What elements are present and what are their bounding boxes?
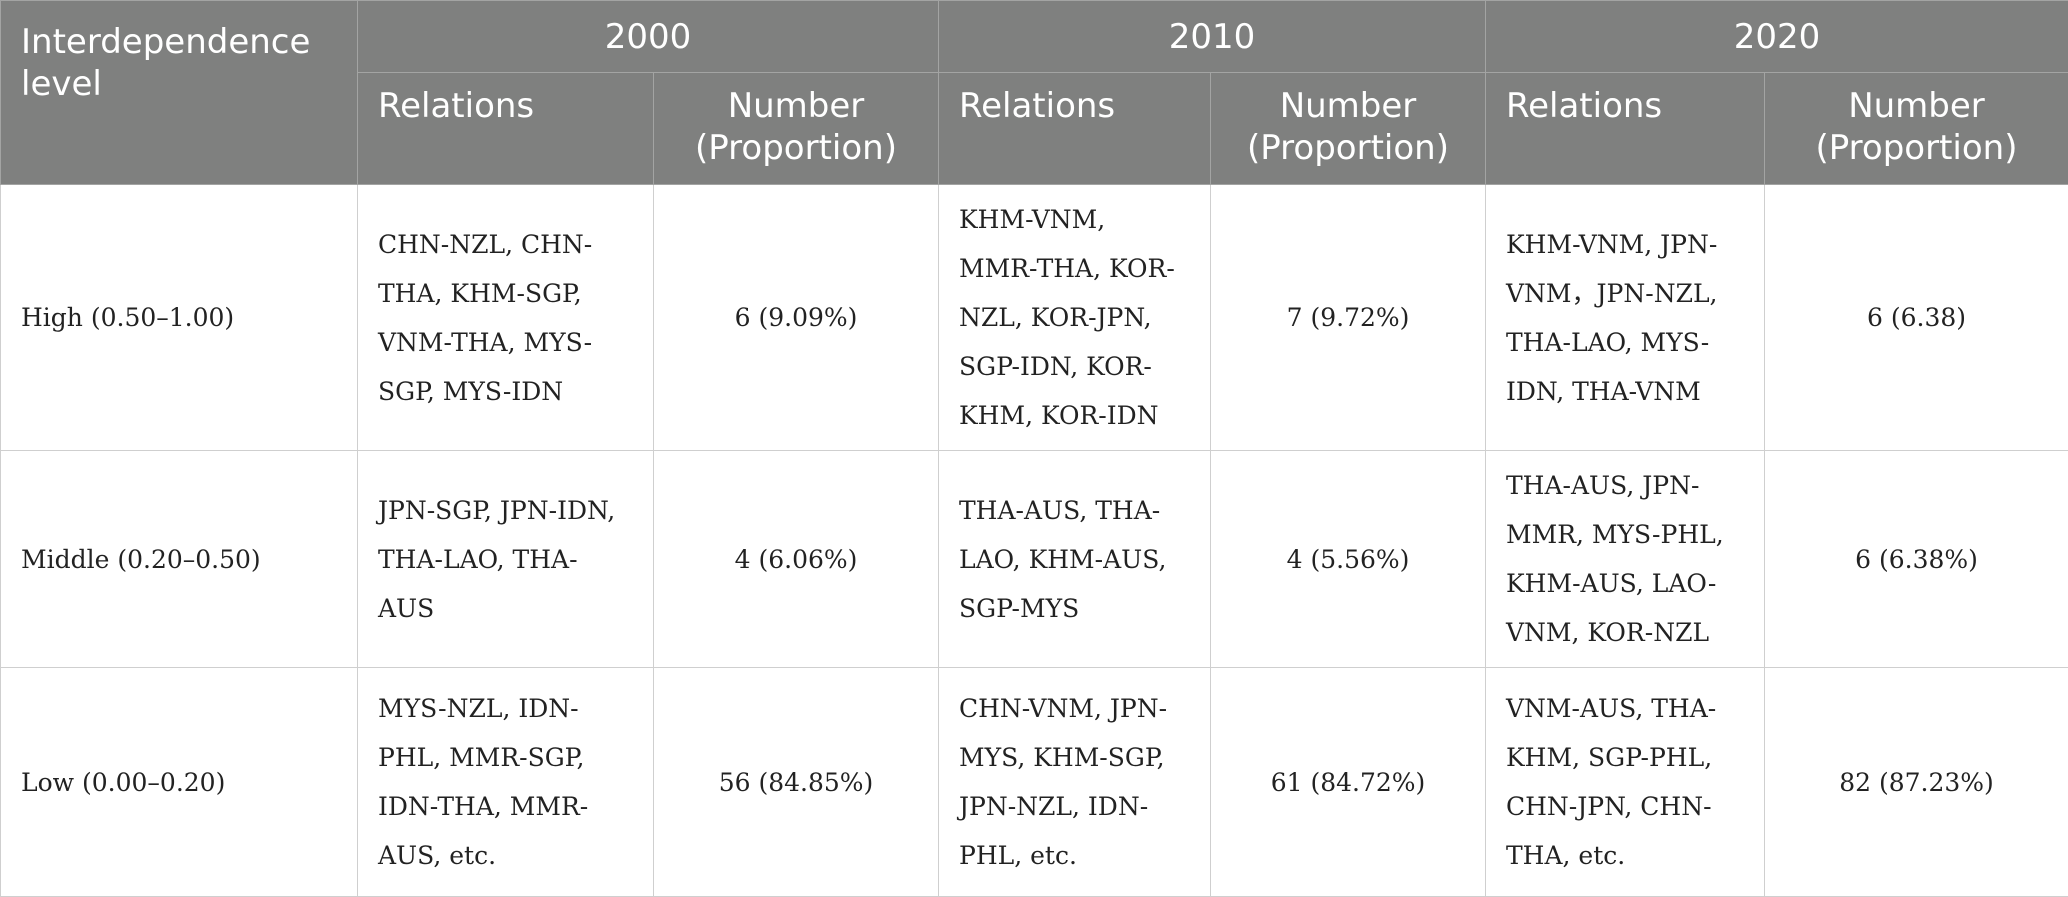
relations-line: SGP-MYS [959,584,1190,633]
relations-cell-2010: THA-AUS, THA- LAO, KHM-AUS, SGP-MYS [939,451,1211,668]
year-header-2020: 2020 [1486,1,2068,73]
relations-line: IDN-THA, MMR- [378,782,633,831]
level-header-line-2: level [21,63,337,105]
relations-line: SGP-IDN, KOR- [959,342,1190,391]
relations-line: AUS, etc. [378,831,633,880]
relations-line: LAO, KHM-AUS, [959,535,1190,584]
relations-line: VNM-THA, MYS- [378,318,633,367]
relations-line: THA-AUS, THA- [959,486,1190,535]
number-cell-2020: 82 (87.23%) [1765,668,2068,897]
relations-line: NZL, KOR-JPN, [959,293,1190,342]
relations-line: MMR, MYS-PHL, [1506,510,1744,559]
relations-line: IDN, THA-VNM [1506,367,1744,416]
number-header-2000: Number (Proportion) [654,73,939,185]
relations-cell-2010: KHM-VNM, MMR-THA, KOR- NZL, KOR-JPN, SGP… [939,185,1211,451]
number-header-2010: Number (Proportion) [1211,73,1486,185]
relations-line: KHM-VNM, [959,195,1190,244]
relations-line: JPN-SGP, JPN-IDN, [378,486,633,535]
relations-line: KHM-AUS, LAO- [1506,559,1744,608]
relations-line: JPN-NZL, IDN- [959,782,1190,831]
relations-cell-2000: MYS-NZL, IDN- PHL, MMR-SGP, IDN-THA, MMR… [358,668,654,897]
number-cell-2000: 4 (6.06%) [654,451,939,668]
relations-cell-2020: VNM-AUS, THA- KHM, SGP-PHL, CHN-JPN, CHN… [1486,668,1765,897]
number-header-line-2: (Proportion) [664,127,928,169]
relations-line: THA-LAO, MYS- [1506,318,1744,367]
number-header-2020: Number (Proportion) [1765,73,2068,185]
number-header-line-2: (Proportion) [1775,127,2058,169]
relations-header-2000: Relations [358,73,654,185]
relations-line: AUS [378,584,633,633]
interdependence-level-header: Interdependence level [1,1,358,185]
relations-cell-2020: KHM-VNM, JPN- VNM，JPN-NZL, THA-LAO, MYS-… [1486,185,1765,451]
number-header-line-1: Number [1775,85,2058,127]
relations-line: CHN-JPN, CHN- [1506,782,1744,831]
number-cell-2020: 6 (6.38) [1765,185,2068,451]
relations-line: MYS-NZL, IDN- [378,684,633,733]
relations-line: MYS, KHM-SGP, [959,733,1190,782]
relations-line: MMR-THA, KOR- [959,244,1190,293]
level-cell: Middle (0.20–0.50) [1,451,358,668]
relations-cell-2010: CHN-VNM, JPN- MYS, KHM-SGP, JPN-NZL, IDN… [939,668,1211,897]
level-header-line-1: Interdependence [21,21,337,63]
relations-cell-2000: CHN-NZL, CHN- THA, KHM-SGP, VNM-THA, MYS… [358,185,654,451]
year-header-2000: 2000 [358,1,939,73]
relations-line: VNM, KOR-NZL [1506,608,1744,657]
relations-line: PHL, MMR-SGP, [378,733,633,782]
relations-line: KHM, KOR-IDN [959,391,1190,440]
level-cell: Low (0.00–0.20) [1,668,358,897]
relations-line: THA-LAO, THA- [378,535,633,584]
table-row-middle: Middle (0.20–0.50) JPN-SGP, JPN-IDN, THA… [1,451,2068,668]
relations-line: CHN-VNM, JPN- [959,684,1190,733]
relations-line: THA, KHM-SGP, [378,269,633,318]
level-cell: High (0.50–1.00) [1,185,358,451]
relations-line: VNM-AUS, THA- [1506,684,1744,733]
number-cell-2020: 6 (6.38%) [1765,451,2068,668]
number-cell-2000: 56 (84.85%) [654,668,939,897]
number-cell-2010: 4 (5.56%) [1211,451,1486,668]
relations-line: KHM-VNM, JPN- [1506,220,1744,269]
relations-line: CHN-NZL, CHN- [378,220,633,269]
number-header-line-2: (Proportion) [1221,127,1475,169]
relations-line: KHM, SGP-PHL, [1506,733,1744,782]
relations-line: VNM，JPN-NZL, [1506,269,1744,318]
number-cell-2010: 7 (9.72%) [1211,185,1486,451]
relations-header-2020: Relations [1486,73,1765,185]
number-header-line-1: Number [664,85,928,127]
relations-cell-2020: THA-AUS, JPN- MMR, MYS-PHL, KHM-AUS, LAO… [1486,451,1765,668]
relations-header-2010: Relations [939,73,1211,185]
relations-cell-2000: JPN-SGP, JPN-IDN, THA-LAO, THA- AUS [358,451,654,668]
year-header-2010: 2010 [939,1,1486,73]
table-row-high: High (0.50–1.00) CHN-NZL, CHN- THA, KHM-… [1,185,2068,451]
relations-line: THA-AUS, JPN- [1506,461,1744,510]
relations-line: THA, etc. [1506,831,1744,880]
relations-line: SGP, MYS-IDN [378,367,633,416]
header-row-years: Interdependence level 2000 2010 2020 [1,1,2068,73]
table-row-low: Low (0.00–0.20) MYS-NZL, IDN- PHL, MMR-S… [1,668,2068,897]
relations-line: PHL, etc. [959,831,1190,880]
number-cell-2010: 61 (84.72%) [1211,668,1486,897]
number-cell-2000: 6 (9.09%) [654,185,939,451]
number-header-line-1: Number [1221,85,1475,127]
